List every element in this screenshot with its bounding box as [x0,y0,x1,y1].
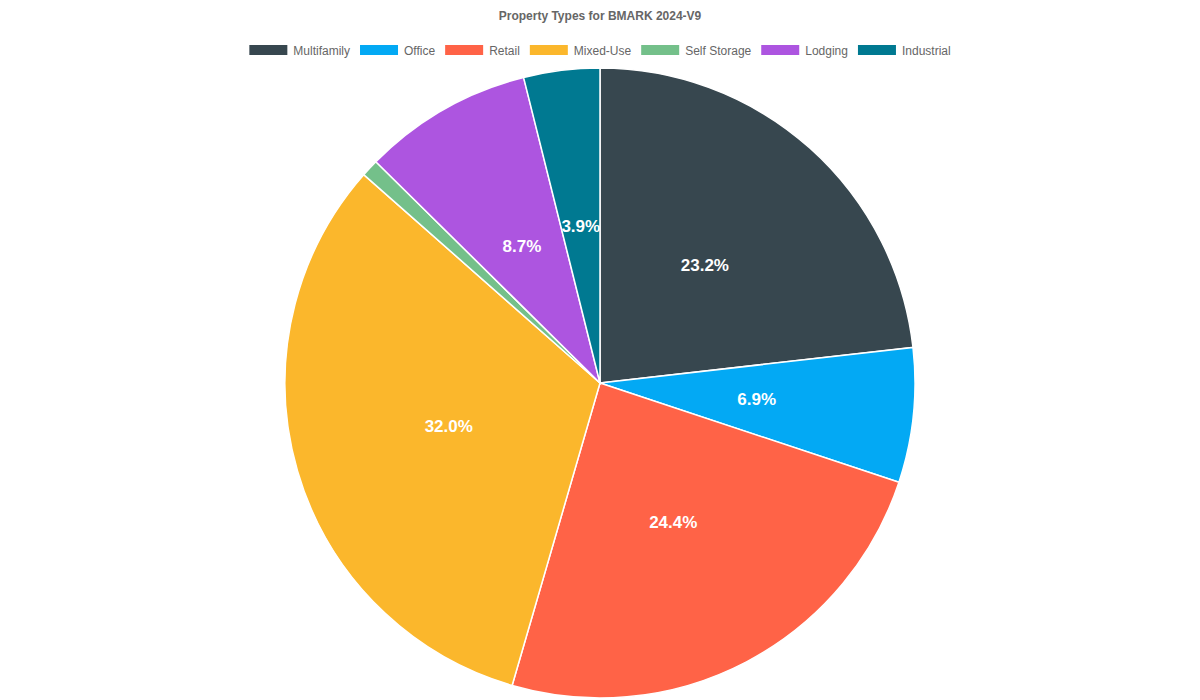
legend-item: Retail [445,44,520,58]
legend-label: Lodging [805,44,848,58]
legend-label: Retail [489,44,520,58]
legend-item: Mixed-Use [530,44,632,58]
legend-label: Multifamily [293,44,350,58]
data-label: 3.9% [561,217,600,236]
legend-item: Self Storage [641,44,751,58]
legend-label: Self Storage [685,44,751,58]
data-label: 8.7% [503,237,542,256]
legend-swatch [530,45,568,55]
legend-swatch [360,45,398,55]
legend: Multifamily Office Retail Mixed-Use Self Sto… [249,44,950,58]
data-label: 32.0% [425,417,473,436]
legend-swatch [761,45,799,55]
data-labels: 23.2% 6.9% 24.4% 32.0% 8.7% 3.9% [425,217,776,532]
legend-label: Office [404,44,435,58]
legend-item: Lodging [761,44,848,58]
legend-label: Industrial [902,44,951,58]
legend-item: Office [360,44,435,58]
pie [285,68,915,698]
slice [524,68,600,383]
data-label: 23.2% [681,256,729,275]
legend-label: Mixed-Use [574,44,632,58]
legend-item: Multifamily [249,44,350,58]
slice [600,68,913,383]
legend-swatch [249,45,287,55]
title: Property Types for BMARK 2024-V9 [499,9,702,23]
legend-swatch [641,45,679,55]
legend-item: Industrial [858,44,951,58]
data-label: 24.4% [649,513,697,532]
chart: Property Types for BMARK 2024-V9 Multifam… [0,0,1200,700]
data-label: 6.9% [737,390,776,409]
legend-swatch [858,45,896,55]
legend-swatch [445,45,483,55]
